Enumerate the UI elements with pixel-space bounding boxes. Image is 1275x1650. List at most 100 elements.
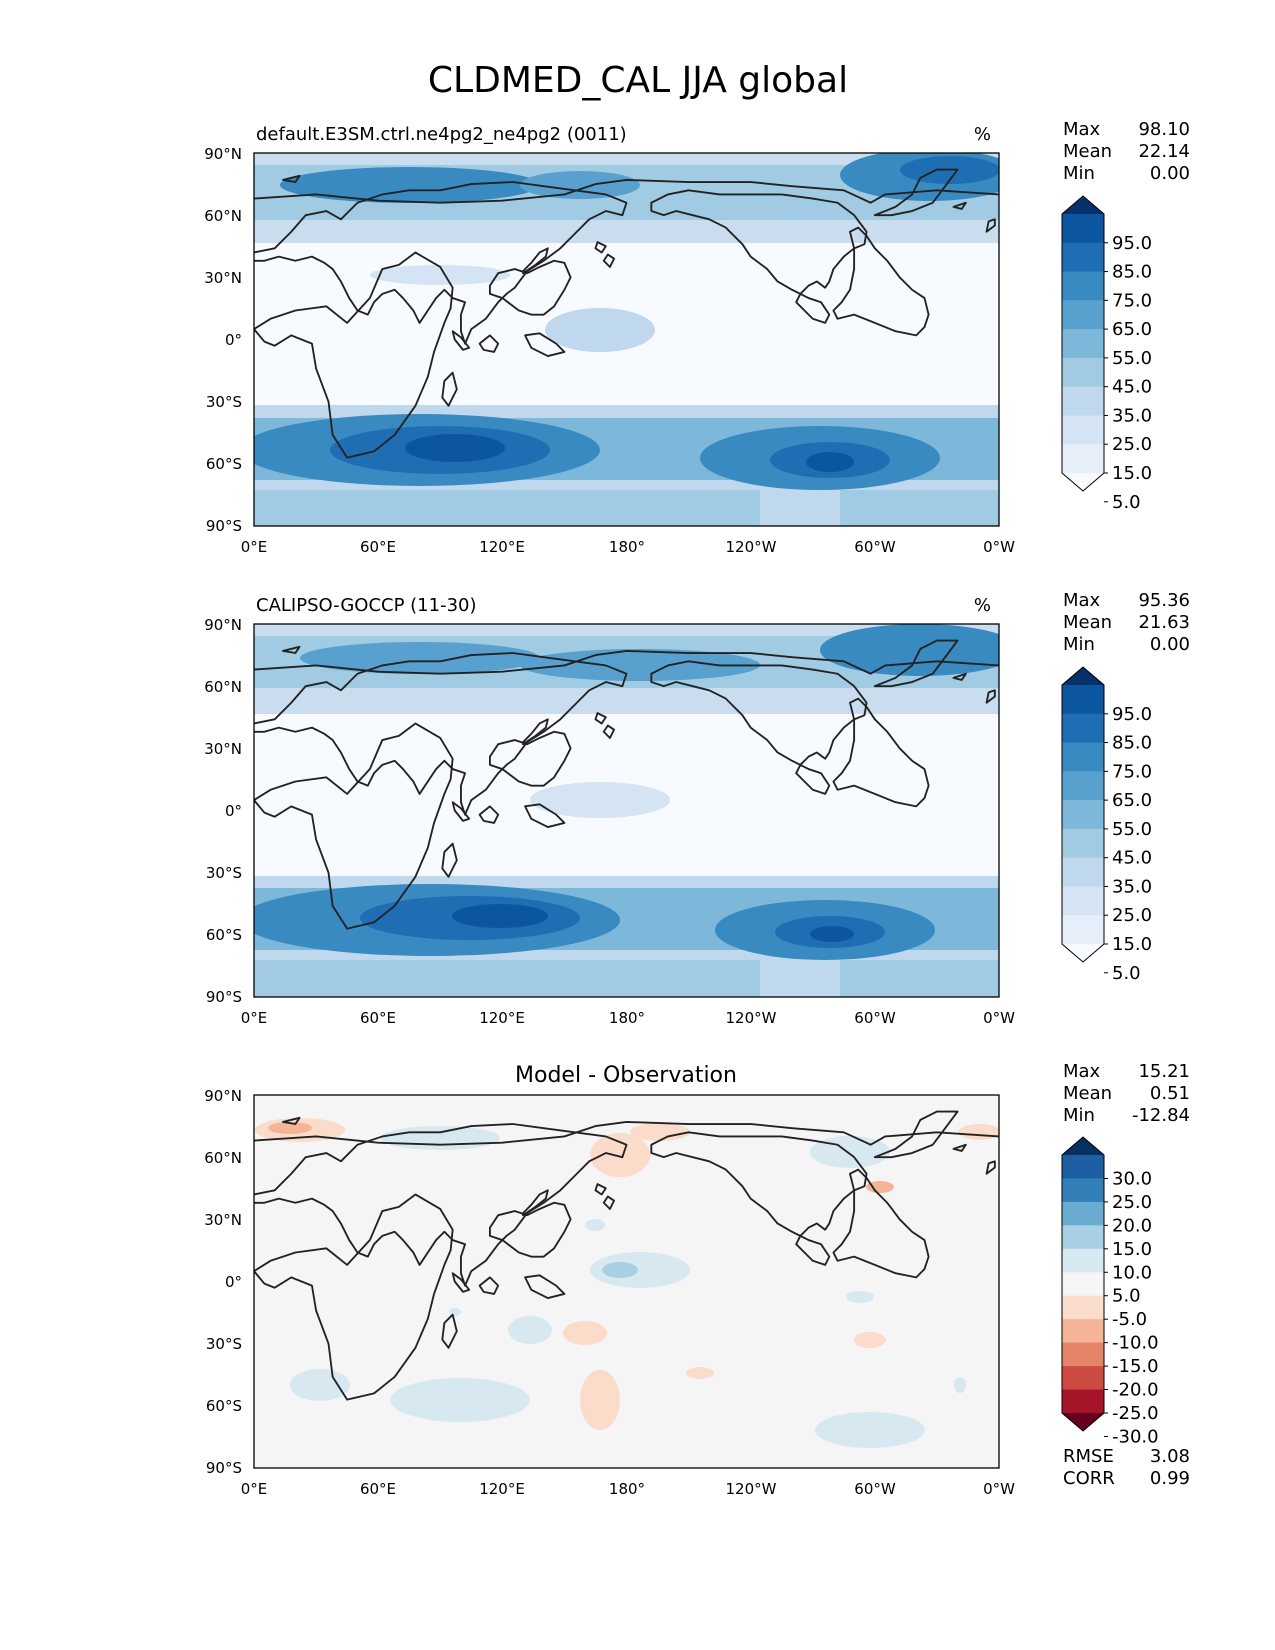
colorbar-swatch [1062,1225,1104,1250]
lon-tick-label: 0°W [983,1480,1015,1498]
stat-label: RMSE [1063,1446,1114,1467]
lon-tick-label: 60°E [360,1009,396,1027]
colorbar-label: 5.0 [1112,492,1141,513]
stat-label: Mean [1063,1083,1112,1104]
colorbar-label: 35.0 [1112,876,1152,897]
stat-value: 0.00 [1150,634,1190,655]
colorbar-swatch [1062,1248,1104,1273]
colorbar-label: 85.0 [1112,262,1152,283]
lat-tick-label: 30°N [204,269,242,287]
lat-tick-label: 90°S [206,988,242,1006]
lon-tick-label: 0°E [241,538,268,556]
lat-tick-label: 60°S [206,455,242,473]
map-field [254,1095,999,1468]
colorbar-swatch [1062,214,1104,244]
colorbar-label: -10.0 [1112,1333,1159,1354]
colorbar-swatch [1062,1178,1104,1203]
colorbar-label: 65.0 [1112,319,1152,340]
colorbar-swatch [1062,444,1104,474]
colorbar-swatch [1062,1155,1104,1179]
colorbar-swatch [1062,828,1104,859]
colorbar: 30.0 25.020.0 15.010.0 5.0-5.0 -10.0-15.0 -20… [1061,1136,1159,1447]
lat-tick-label: 0° [225,802,242,820]
stat-value: -12.84 [1132,1105,1190,1126]
lon-tick-label: 120°E [479,1480,525,1498]
lon-tick-label: 120°W [726,1009,777,1027]
stat-label: Max [1063,1061,1101,1082]
panel-model: default.E3SM.ctrl.ne4pg2_ne4pg2 (0011) % [204,119,1190,556]
colorbar-swatch [1062,713,1104,744]
lat-tick-label: 90°N [204,145,242,163]
map-field [254,153,999,526]
colorbar-label: 65.0 [1112,790,1152,811]
lon-tick-label: 60°W [854,1480,896,1498]
colorbar-label: 95.0 [1112,233,1152,254]
colorbar-label: 35.0 [1112,405,1152,426]
stat-label: Max [1063,590,1101,611]
colorbar-label: 55.0 [1112,348,1152,369]
colorbar-label: 5.0 [1112,1286,1141,1307]
stat-label: Min [1063,163,1095,184]
panel-units: % [974,124,991,145]
lon-tick-label: 120°W [726,538,777,556]
lat-tick-label: 90°N [204,1087,242,1105]
colorbar-swatch [1062,1389,1104,1414]
colorbar-swatch [1062,857,1104,887]
lon-tick-label: 180° [609,538,645,556]
stat-value: 0.51 [1150,1083,1190,1104]
lon-tick-label: 120°W [726,1480,777,1498]
colorbar-label: 10.0 [1112,1262,1152,1283]
colorbar-swatch [1062,685,1104,715]
panel-title: Model - Observation [515,1063,737,1088]
lon-tick-label: 60°W [854,538,896,556]
colorbar-label: 55.0 [1112,819,1152,840]
lat-tick-label: 30°S [206,393,242,411]
colorbar-label: 15.0 [1112,463,1152,484]
lon-tick-label: 0°W [983,1009,1015,1027]
colorbar-label: 15.0 [1112,934,1152,955]
stat-value: 22.14 [1138,141,1190,162]
colorbar-swatch [1062,1272,1104,1297]
colorbar-swatch [1062,800,1104,830]
stat-label: Mean [1063,612,1112,633]
colorbar-label: 25.0 [1112,1192,1152,1213]
colorbar-label: -5.0 [1112,1309,1147,1330]
colorbar-extend-min [1062,944,1104,962]
colorbar-label: 25.0 [1112,434,1152,455]
lon-tick-label: 180° [609,1480,645,1498]
stat-label: CORR [1063,1468,1115,1489]
colorbar-swatch [1062,886,1104,916]
colorbar-label: -30.0 [1112,1426,1159,1447]
colorbar-label: 75.0 [1112,290,1152,311]
panel-obs: CALIPSO-GOCCP (11-30) % 90°N 60°N [204,590,1190,1027]
stat-label: Min [1063,634,1095,655]
colorbar-label: 20.0 [1112,1215,1152,1236]
colorbar-label: 75.0 [1112,761,1152,782]
colorbar: 95.0 85.0 75.0 65.0 55.0 45.0 35.0 25.0 15.0 5.0 [1061,195,1152,513]
colorbar-extend-min [1062,1413,1104,1431]
lat-axis: 90°N 60°N 30°N 0° 30°S 60°S 90°S [204,616,242,1006]
colorbar-swatch [1062,357,1104,388]
figure-title: CLDMED_CAL JJA global [428,60,848,101]
colorbar-swatch [1062,386,1104,416]
colorbar-label: 95.0 [1112,704,1152,725]
lon-tick-label: 0°W [983,538,1015,556]
lat-tick-label: 90°S [206,517,242,535]
stat-value: 15.21 [1138,1061,1190,1082]
lon-tick-label: 60°E [360,538,396,556]
lon-tick-label: 120°E [479,1009,525,1027]
lat-tick-label: 60°S [206,1397,242,1415]
lon-axis: 0°E 60°E 120°E 180° 120°W 60°W 0°W [241,538,1015,556]
colorbar-swatch [1062,1366,1104,1391]
lon-tick-label: 60°E [360,1480,396,1498]
lat-tick-label: 60°N [204,207,242,225]
stat-label: Min [1063,1105,1095,1126]
colorbar-swatch [1062,915,1104,945]
lon-axis: 0°E 60°E 120°E 180° 120°W 60°W 0°W [241,1480,1015,1498]
colorbar-label: 25.0 [1112,905,1152,926]
panel-units: % [974,595,991,616]
lon-tick-label: 0°E [241,1009,268,1027]
colorbar-swatch [1062,1201,1104,1226]
lat-tick-label: 0° [225,331,242,349]
panel-title: CALIPSO-GOCCP (11-30) [256,595,477,616]
